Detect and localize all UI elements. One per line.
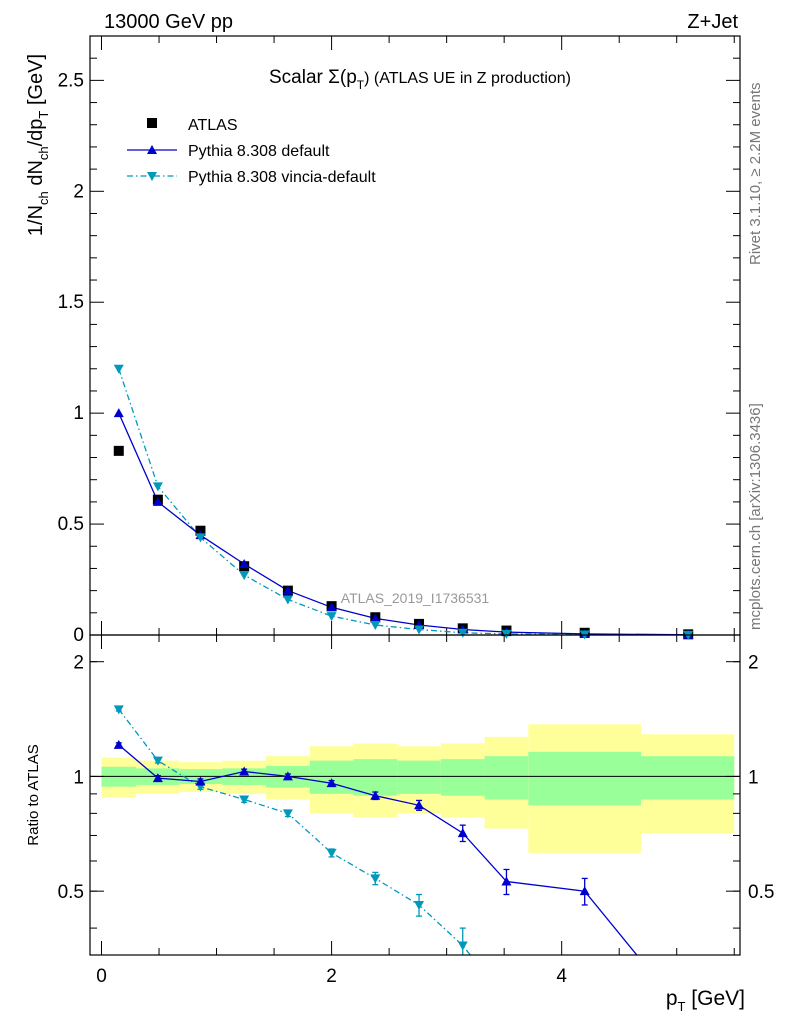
ratio-default-point [457,828,468,838]
pythia-default-point [370,613,381,623]
main-y-ticks: 0 0.5 1 1.5 2 2.5 [58,35,740,646]
ratio-vincia-point [282,809,293,819]
ratio-default-point [152,773,163,783]
pythia-vincia-point [326,612,337,622]
legend: ATLAS Pythia 8.308 default Pythia 8.308 … [127,117,376,186]
pythia-vincia-point [414,625,425,635]
rivet-info: Rivet 3.1.10, ≥ 2.2M events [747,83,764,266]
pythia-vincia-point [282,595,293,605]
ratio-frame [89,634,741,956]
ratio-vincia-point [239,795,250,805]
x-axis-label-sub: T [678,999,686,1014]
ratio-vincia-line [118,708,472,955]
ratio-default-point [195,776,206,786]
pythia-default-point [113,408,124,418]
x-tick-label: 2 [326,966,337,987]
ratio-default-point [501,876,512,886]
x-axis-label: pT [GeV] [666,987,745,1014]
ratio-default-point [113,739,124,749]
ratio-band-inner [641,756,735,800]
ratio-default-point [414,800,425,810]
pythia-default-point [152,496,163,506]
main-x-ticks [101,36,735,635]
ratio-band-inner [528,751,642,806]
ratio-y-tick-label: 2 [73,653,84,674]
x-axis-label-suffix: [GeV] [685,987,745,1010]
pythia-vincia-point [457,628,468,638]
ratio-series-clip [113,705,638,955]
pythia-vincia-point [152,482,163,492]
main-y-axis-label: 1/Nch dNch/dpT [GeV] [25,54,51,236]
pythia-vincia-point [195,533,206,543]
ratio-band-inner [353,759,398,796]
ratio-x-ticks: 0 2 4 [96,635,735,987]
ratio-vincia-point [152,756,163,766]
ratio-default-point [579,886,590,896]
ratio-vincia-point [414,900,425,910]
mcplots-info: mcplots.cern.ch [arXiv:1306.3436] [747,403,764,630]
pythia-default-point [282,585,293,595]
chart-title-sub: T [357,78,365,92]
x-axis-label-prefix: p [666,987,678,1010]
pythia-vincia-point [113,364,124,374]
main-series [113,364,694,640]
ratio-vincia-point [113,705,124,715]
chart-title-suffix: ) (ATLAS UE in Z production) [364,70,571,87]
legend-label-pythia-default: Pythia 8.308 default [188,143,330,160]
ratio-bands [101,724,735,853]
ratio-default-point [282,771,293,781]
ratio-vincia-point [326,848,337,858]
ratio-y-tick-label-right: 0.5 [748,882,774,903]
main-y-tick-label: 2 [73,181,84,202]
main-y-tick-label: 0 [73,625,84,646]
svg-text:1/Nch dNch/dpT [GeV]: 1/Nch dNch/dpT [GeV] [25,54,51,236]
main-y-tick-label: 2.5 [58,70,84,91]
ratio-default-point [326,778,337,788]
ratio-y-tick-label: 0.5 [58,882,84,903]
pythia-default-point [326,602,337,612]
pythia-vincia-point [501,629,512,639]
main-y-tick-label: 0.5 [58,514,84,535]
main-panel: 0 0.5 1 1.5 2 2.5 ATLAS_2019_I1736531 Scalar … [25,35,741,646]
chart-title-prefix: Scalar Σ(p [269,67,357,88]
ratio-panel: 0.5 0.5 1 1 2 2 0 2 4 Ratio to ATLAS pT [GeV] [25,634,774,1014]
ratio-default-point [239,766,250,776]
main-y-tick-label: 1 [73,403,84,424]
main-y-tick-label: 1.5 [58,292,84,313]
ratio-band-inner [484,756,529,800]
ratio-vincia-point [370,874,381,884]
ratio-default-point [370,790,381,800]
ratio-default-line [118,744,638,955]
ratio-band-inner [440,759,485,796]
ratio-band-inner [397,760,441,794]
pythia-default-point [239,559,250,569]
ratio-band-inner [309,760,354,794]
ratio-y-tick-label: 1 [73,767,84,788]
ratio-vincia-point [457,941,468,951]
pythia-vincia-point [370,621,381,631]
legend-label-pythia-vincia: Pythia 8.308 vincia-default [188,169,376,186]
watermark: ATLAS_2019_I1736531 [341,590,490,606]
legend-label-atlas: ATLAS [188,117,238,134]
ratio-y-axis-label: Ratio to ATLAS [25,744,42,845]
ratio-y-tick-label-right: 1 [748,767,759,788]
atlas-point [113,445,124,456]
x-tick-label: 4 [556,966,567,987]
legend-entry-pythia-default: Pythia 8.308 default [127,143,330,160]
pythia-vincia-point [239,571,250,581]
ratio-y-ticks: 0.5 0.5 1 1 2 2 [58,653,774,929]
legend-entry-atlas: ATLAS [147,117,238,134]
ratio-y-tick-label-right: 2 [748,653,759,674]
legend-entry-pythia-vincia: Pythia 8.308 vincia-default [127,169,376,186]
chart-title: Scalar Σ(pT) (ATLAS UE in Z production) [269,67,571,92]
ratio-series [113,705,638,955]
energy-label: 13000 GeV pp [104,11,233,33]
main-default-line [118,412,689,636]
process-label: Z+Jet [687,11,738,33]
x-tick-label: 0 [96,966,107,987]
